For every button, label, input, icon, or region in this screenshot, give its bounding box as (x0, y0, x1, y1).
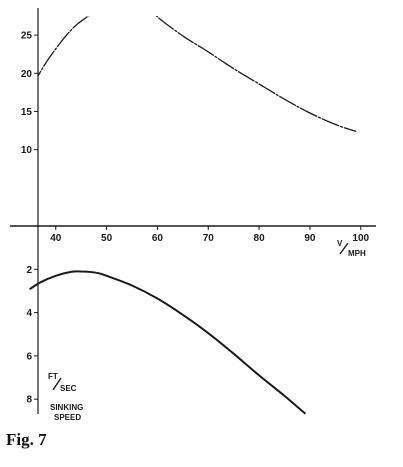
upper-y-tick-label: 20 (21, 69, 33, 80)
upper-series-0-line (38, 16, 90, 78)
y-axis-label-speed: SPEED (54, 413, 81, 422)
x-tick-label: 50 (101, 233, 113, 244)
axes-group (10, 8, 376, 414)
lower-y-tick-label: 8 (26, 395, 32, 406)
x-axis-label-v: V (337, 239, 343, 248)
x-tick-label: 90 (304, 233, 316, 244)
y-axis-label-slash (52, 377, 62, 391)
x-tick-label: 80 (254, 233, 266, 244)
lower-series-2-line (29, 270, 306, 415)
lower-y-tick-label: 4 (26, 308, 32, 319)
upper-y-tick-label: 15 (21, 107, 33, 118)
curves-group (29, 16, 357, 415)
x-axis-label-mph: MPH (348, 249, 366, 258)
x-tick-label: 40 (50, 233, 62, 244)
upper-y-tick-label: 25 (21, 31, 33, 42)
upper-y-tick-label: 10 (21, 145, 33, 156)
x-tick-label: 60 (152, 233, 164, 244)
ticks-group: 40 50 60 70 80 90 100 10 15 20 25 2 4 6 8 (21, 31, 370, 406)
y-axis-label-sec: SEC (60, 384, 77, 393)
x-tick-label: 70 (203, 233, 215, 244)
x-tick-label: 100 (352, 233, 369, 244)
lower-y-tick-label: 2 (26, 265, 32, 276)
lower-y-tick-label: 6 (26, 351, 32, 362)
x-axis-label-slash (339, 242, 349, 255)
y-axis-label-sinking: SINKING (50, 403, 83, 412)
figure-caption: Fig. 7 (6, 430, 47, 449)
upper-series-1-line (155, 16, 357, 132)
y-axis-label-ft: FT (48, 372, 58, 381)
